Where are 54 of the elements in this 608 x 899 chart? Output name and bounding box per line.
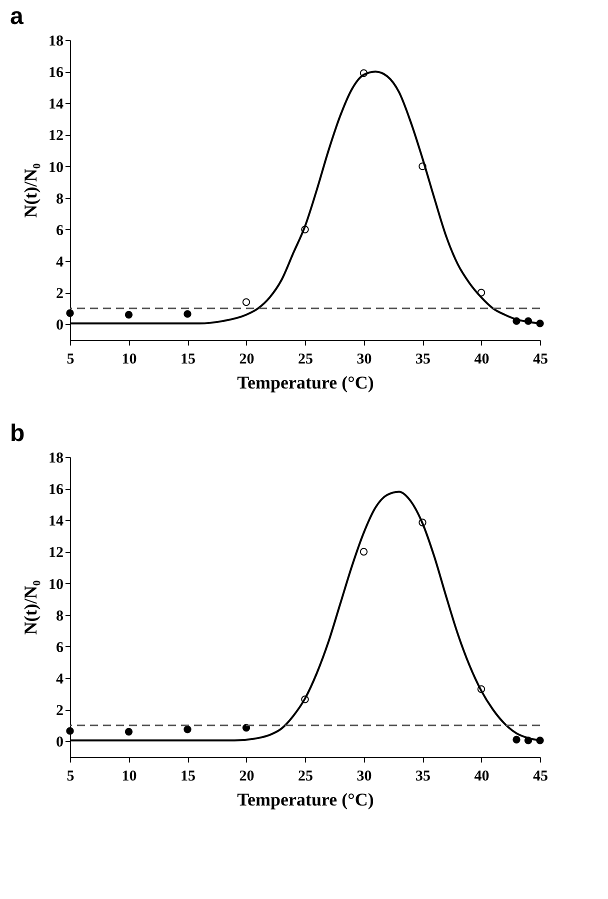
x-tick-label: 15 bbox=[180, 352, 196, 368]
x-tick-label: 40 bbox=[474, 352, 490, 368]
y-tick-label: 10 bbox=[48, 576, 64, 593]
point bbox=[124, 728, 133, 736]
y-tick-label: 4 bbox=[56, 254, 64, 271]
y-tick-label: 6 bbox=[56, 222, 64, 239]
x-tick-label: 20 bbox=[239, 352, 254, 368]
y-tick-label: 16 bbox=[48, 482, 64, 498]
y-tick-label: 14 bbox=[48, 96, 64, 113]
point bbox=[512, 736, 520, 744]
y-tick-label: 12 bbox=[48, 545, 64, 562]
point bbox=[66, 309, 74, 318]
y-axis-title: N(t)/N₀ bbox=[20, 580, 40, 635]
chart-title: b bbox=[10, 420, 25, 447]
x-tick-label: 35 bbox=[416, 352, 430, 368]
point bbox=[184, 726, 192, 734]
y-tick-label: 10 bbox=[48, 160, 64, 176]
x-tick-label: 30 bbox=[356, 352, 372, 368]
y-tick-label: 16 bbox=[48, 65, 64, 82]
y-tick-label: 14 bbox=[48, 514, 64, 530]
x-tick-label: 45 bbox=[533, 352, 548, 368]
y-tick-label: 0 bbox=[56, 734, 64, 751]
x-tick-label: 45 bbox=[533, 768, 548, 784]
x-tick-label: 40 bbox=[474, 768, 490, 784]
x-tick-label: 20 bbox=[239, 768, 254, 784]
point bbox=[242, 724, 250, 732]
point bbox=[124, 310, 133, 319]
y-tick-label: 6 bbox=[56, 640, 64, 656]
y-tick-label: 8 bbox=[56, 608, 64, 624]
x-axis-title: Temperature (°C) bbox=[237, 790, 374, 810]
x-tick-label: 25 bbox=[298, 768, 313, 784]
y-tick-label: 0 bbox=[56, 318, 64, 334]
x-tick-label: 35 bbox=[416, 768, 430, 784]
point bbox=[360, 548, 368, 556]
y-tick-label: 18 bbox=[48, 34, 64, 50]
x-tick-label: 25 bbox=[298, 352, 313, 368]
y-tick-label: 12 bbox=[48, 128, 64, 144]
x-tick-label: 10 bbox=[122, 768, 137, 784]
point bbox=[184, 310, 192, 318]
y-tick-label: 2 bbox=[56, 703, 64, 720]
y-tick-label: 2 bbox=[56, 286, 64, 302]
x-tick-label: 5 bbox=[66, 352, 74, 368]
y-tick-label: 18 bbox=[48, 450, 64, 466]
x-tick-label: 10 bbox=[122, 352, 137, 368]
y-axis-title: N(t)/N₀ bbox=[20, 163, 40, 218]
chart-title: a bbox=[10, 3, 24, 30]
point bbox=[66, 727, 74, 735]
x-tick-label: 5 bbox=[66, 768, 74, 784]
x-tick-label: 15 bbox=[180, 768, 196, 784]
x-tick-label: 30 bbox=[356, 768, 372, 784]
x-axis-title: Temperature (°C) bbox=[237, 372, 374, 392]
point bbox=[242, 298, 250, 306]
y-tick-label: 8 bbox=[56, 191, 64, 208]
y-tick-label: 4 bbox=[56, 672, 64, 688]
